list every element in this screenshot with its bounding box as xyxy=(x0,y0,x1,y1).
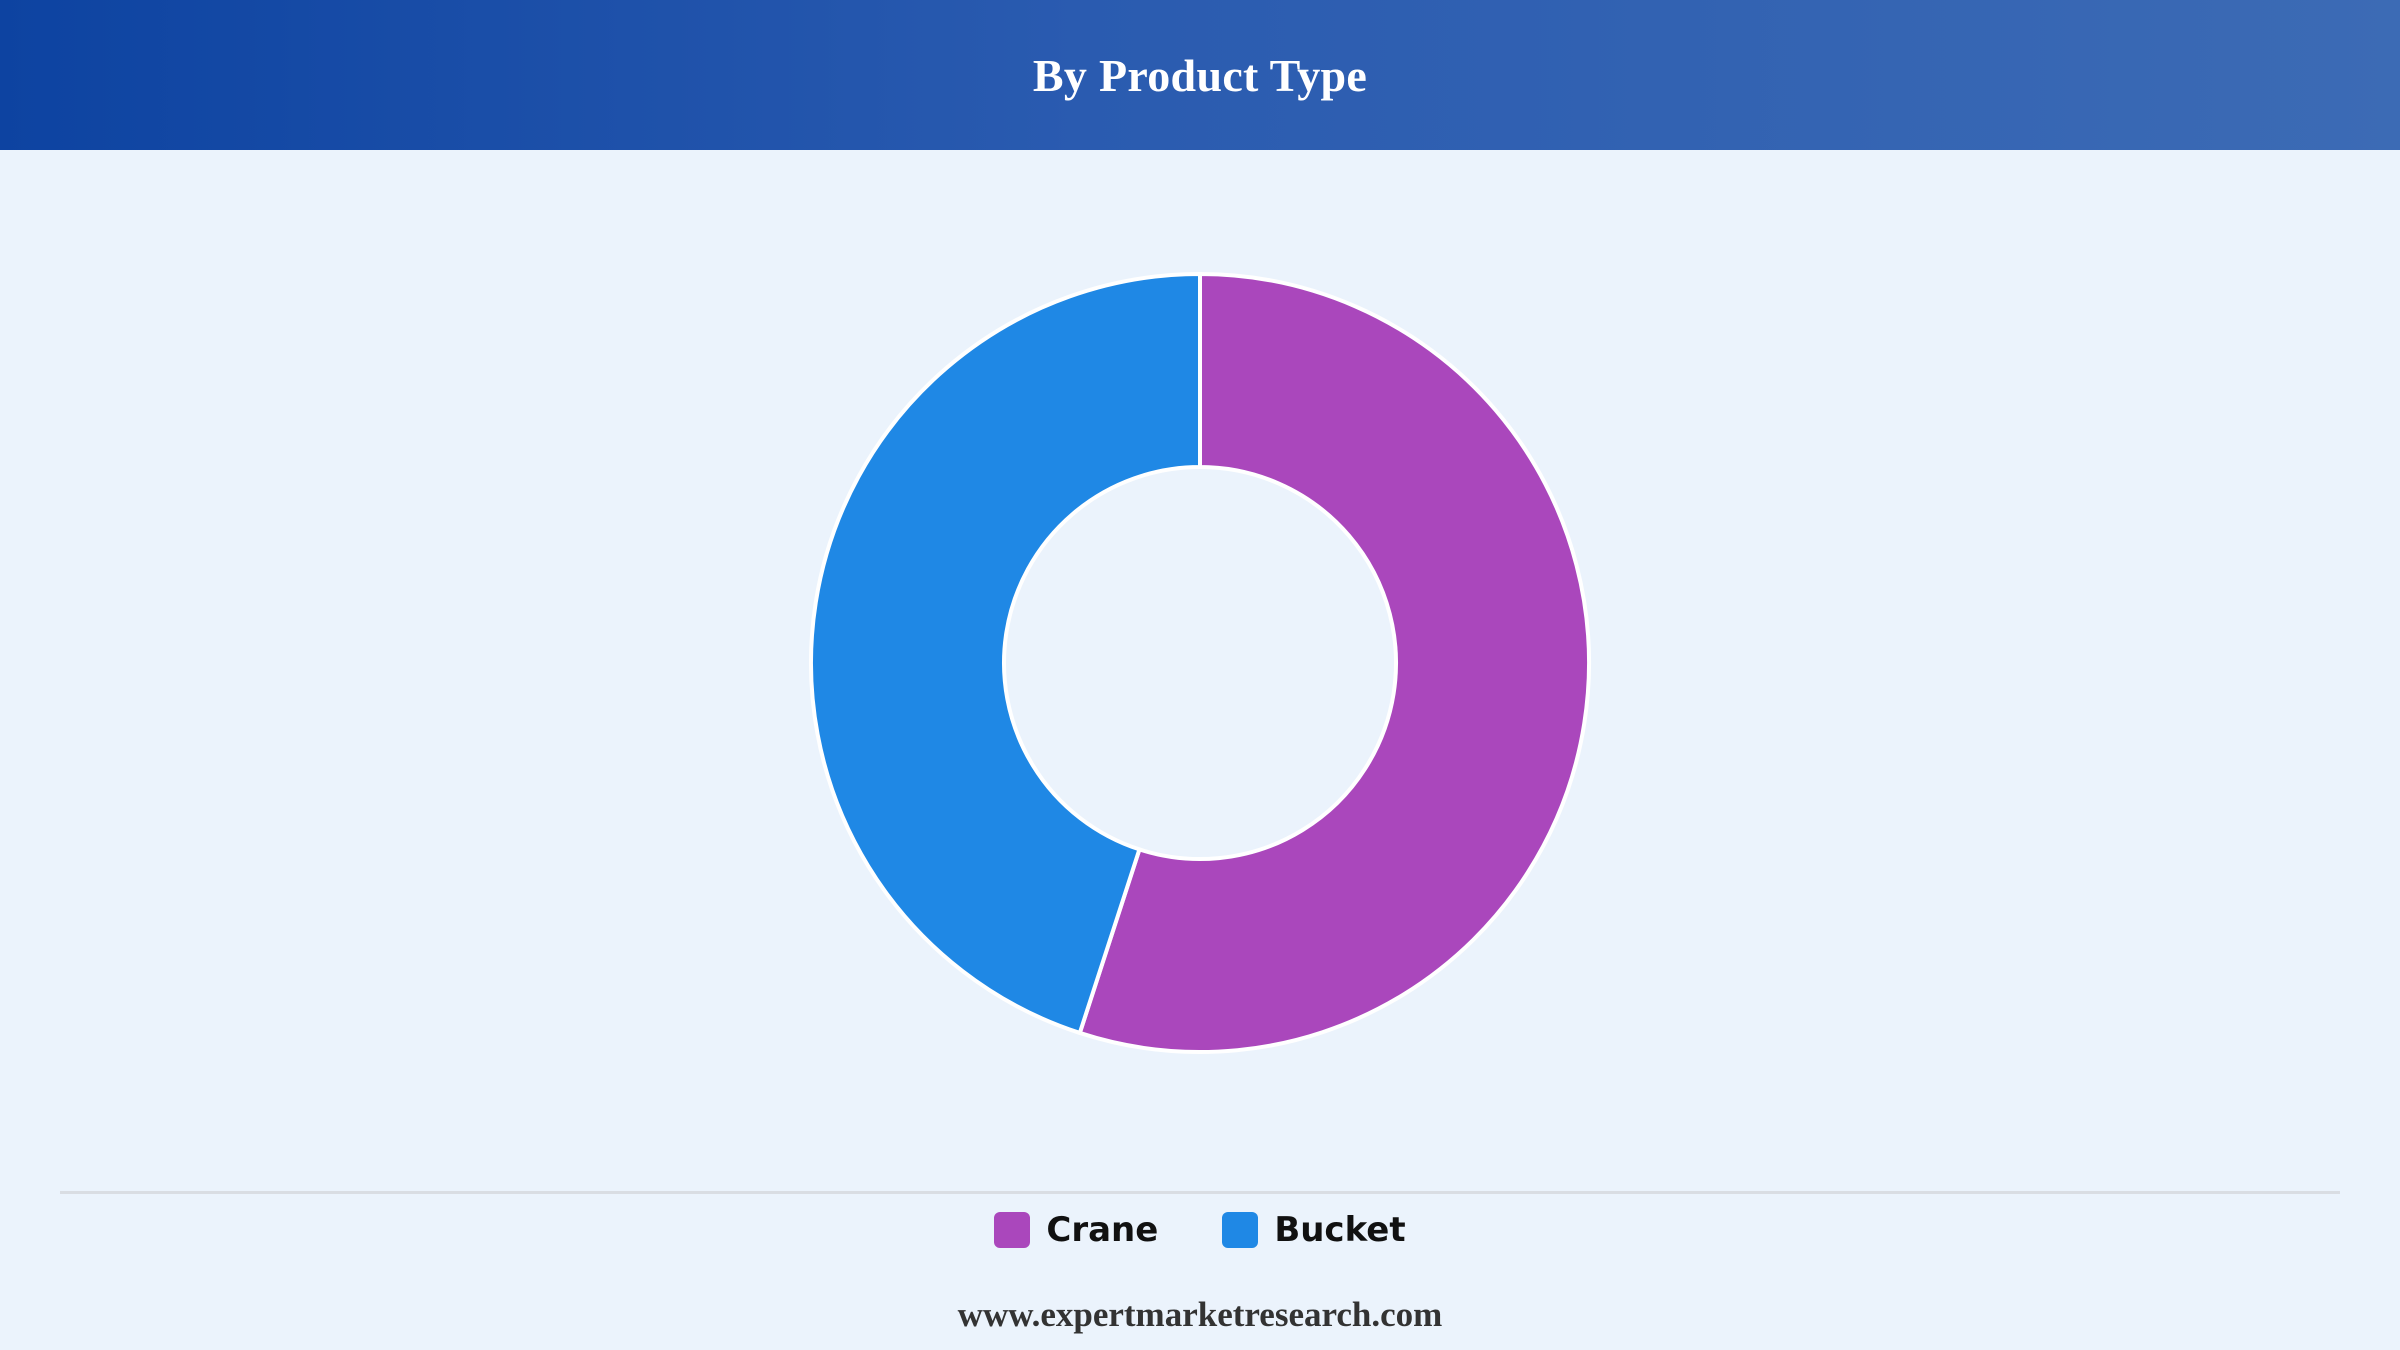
legend-label-crane: Crane xyxy=(1046,1210,1159,1250)
legend-item-crane[interactable]: Crane xyxy=(994,1210,1158,1250)
donut-chart xyxy=(809,272,1591,1054)
legend-item-bucket[interactable]: Bucket xyxy=(1222,1210,1406,1250)
legend-swatch-bucket xyxy=(1222,1212,1259,1248)
chart-legend: Crane Bucket xyxy=(0,1205,2400,1255)
donut-slice-crane[interactable] xyxy=(1077,272,1591,1054)
source-url: www.expertmarketresearch.com xyxy=(957,1295,1443,1334)
legend-swatch-crane xyxy=(994,1212,1031,1248)
donut-slice-bucket[interactable] xyxy=(809,272,1202,1035)
header-bar: By Product Type xyxy=(0,0,2400,150)
chart-title: By Product Type xyxy=(1032,49,1368,101)
legend-label-bucket: Bucket xyxy=(1274,1210,1406,1250)
legend-divider xyxy=(60,1191,2340,1194)
